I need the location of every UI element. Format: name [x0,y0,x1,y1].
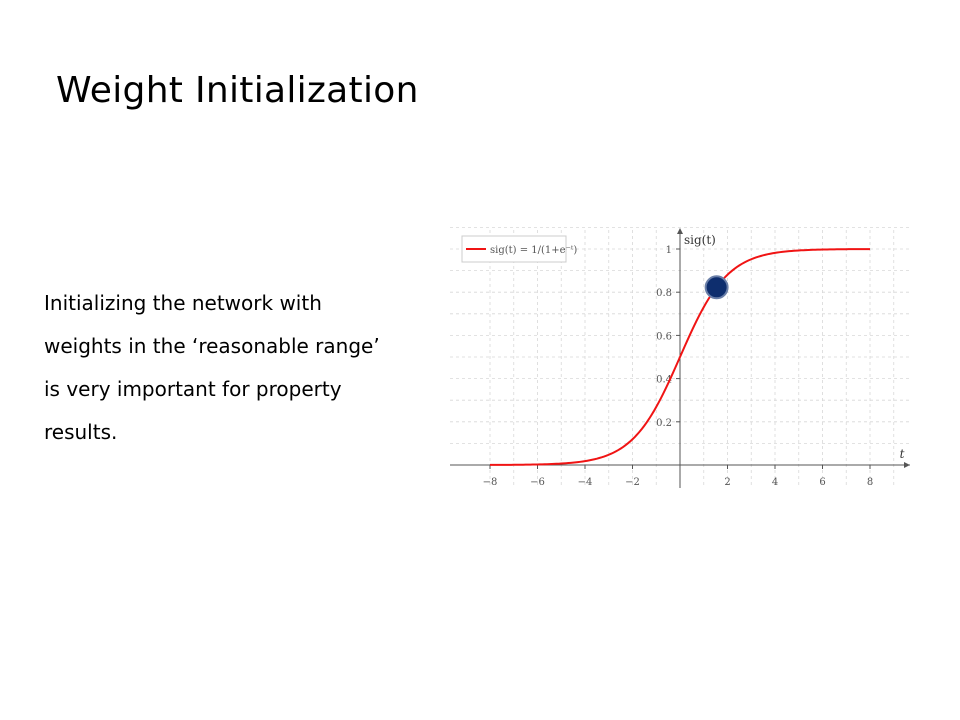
legend-label: sig(t) = 1/(1+e⁻ᵗ) [490,245,577,256]
x-tick-label: −6 [530,477,545,488]
x-tick-label: 4 [772,477,778,488]
y-tick-label: 0.6 [656,331,672,342]
x-tick-label: −4 [578,477,593,488]
y-axis-arrow [677,228,683,234]
x-tick-label: −8 [483,477,498,488]
x-tick-label: 2 [724,477,730,488]
body-text: Initializing the network with weights in… [44,282,424,454]
y-tick-label: 0.8 [656,288,672,299]
x-axis-arrow [904,462,910,468]
x-axis-label: t [900,447,905,461]
sigmoid-chart: −8 −6 −4 −2 2 4 6 8 0.2 0.4 0.6 0.8 1 t sig(t) sig(t) =… [448,224,914,496]
y-tick-label: 1 [666,245,672,256]
highlight-marker [704,275,729,300]
slide-title: Weight Initialization [56,70,419,111]
chart-svg: −8 −6 −4 −2 2 4 6 8 0.2 0.4 0.6 0.8 1 t sig(t) sig(t) =… [450,226,912,488]
x-tick-label: 8 [867,477,873,488]
y-tick-label: 0.2 [656,418,672,429]
x-tick-label: 6 [819,477,825,488]
x-tick-label: −2 [625,477,640,488]
body-line-3: is very important for property [44,377,342,401]
body-line-2: weights in the ‘reasonable range’ [44,334,380,358]
sigmoid-curve-line [489,248,871,466]
y-axis-label: sig(t) [684,233,716,247]
body-line-4: results. [44,420,118,444]
y-tick-label: 0.4 [656,375,672,386]
body-line-1: Initializing the network with [44,291,322,315]
